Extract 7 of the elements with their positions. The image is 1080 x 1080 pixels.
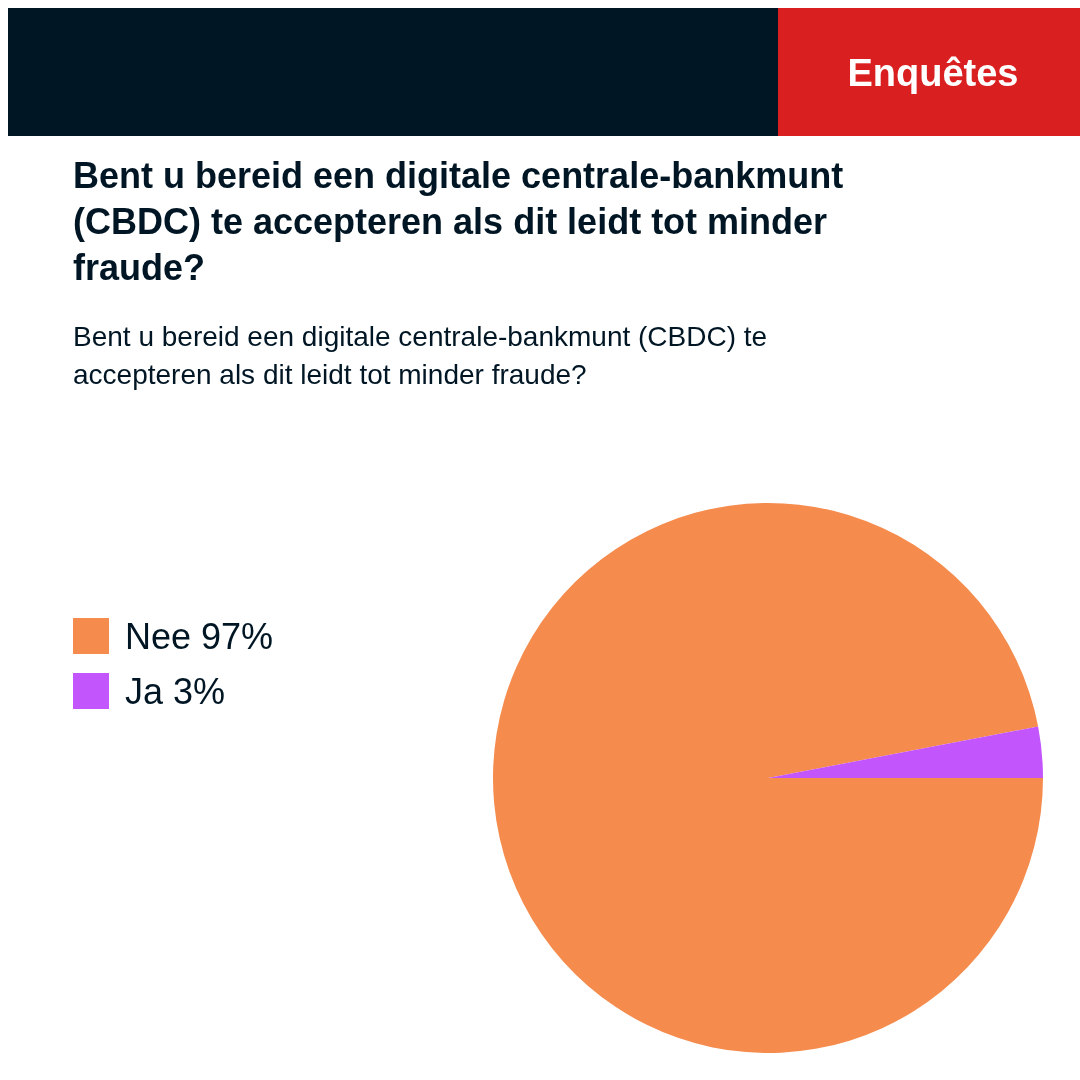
- legend-label: Nee 97%: [125, 616, 274, 657]
- pie-slice: [493, 503, 1043, 1053]
- pie-slice: [768, 726, 1043, 778]
- chart-subtitle: Bent u bereid een digitale centrale-bankmunt (CBDC) te accepteren als dit leidt tot minder fraude?: [73, 321, 768, 390]
- chart-title: Bent u bereid een digitale centrale-bankmunt (CBDC) te accepteren als dit leidt tot minder fraude?: [73, 155, 844, 288]
- text: Enquêtes: [847, 52, 1019, 94]
- legend-label: Ja 3%: [125, 671, 226, 712]
